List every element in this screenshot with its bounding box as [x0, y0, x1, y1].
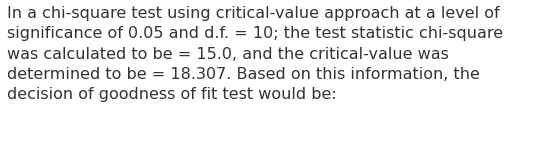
Text: In a chi-square test using critical-value approach at a level of
significance of: In a chi-square test using critical-valu…: [7, 6, 503, 102]
